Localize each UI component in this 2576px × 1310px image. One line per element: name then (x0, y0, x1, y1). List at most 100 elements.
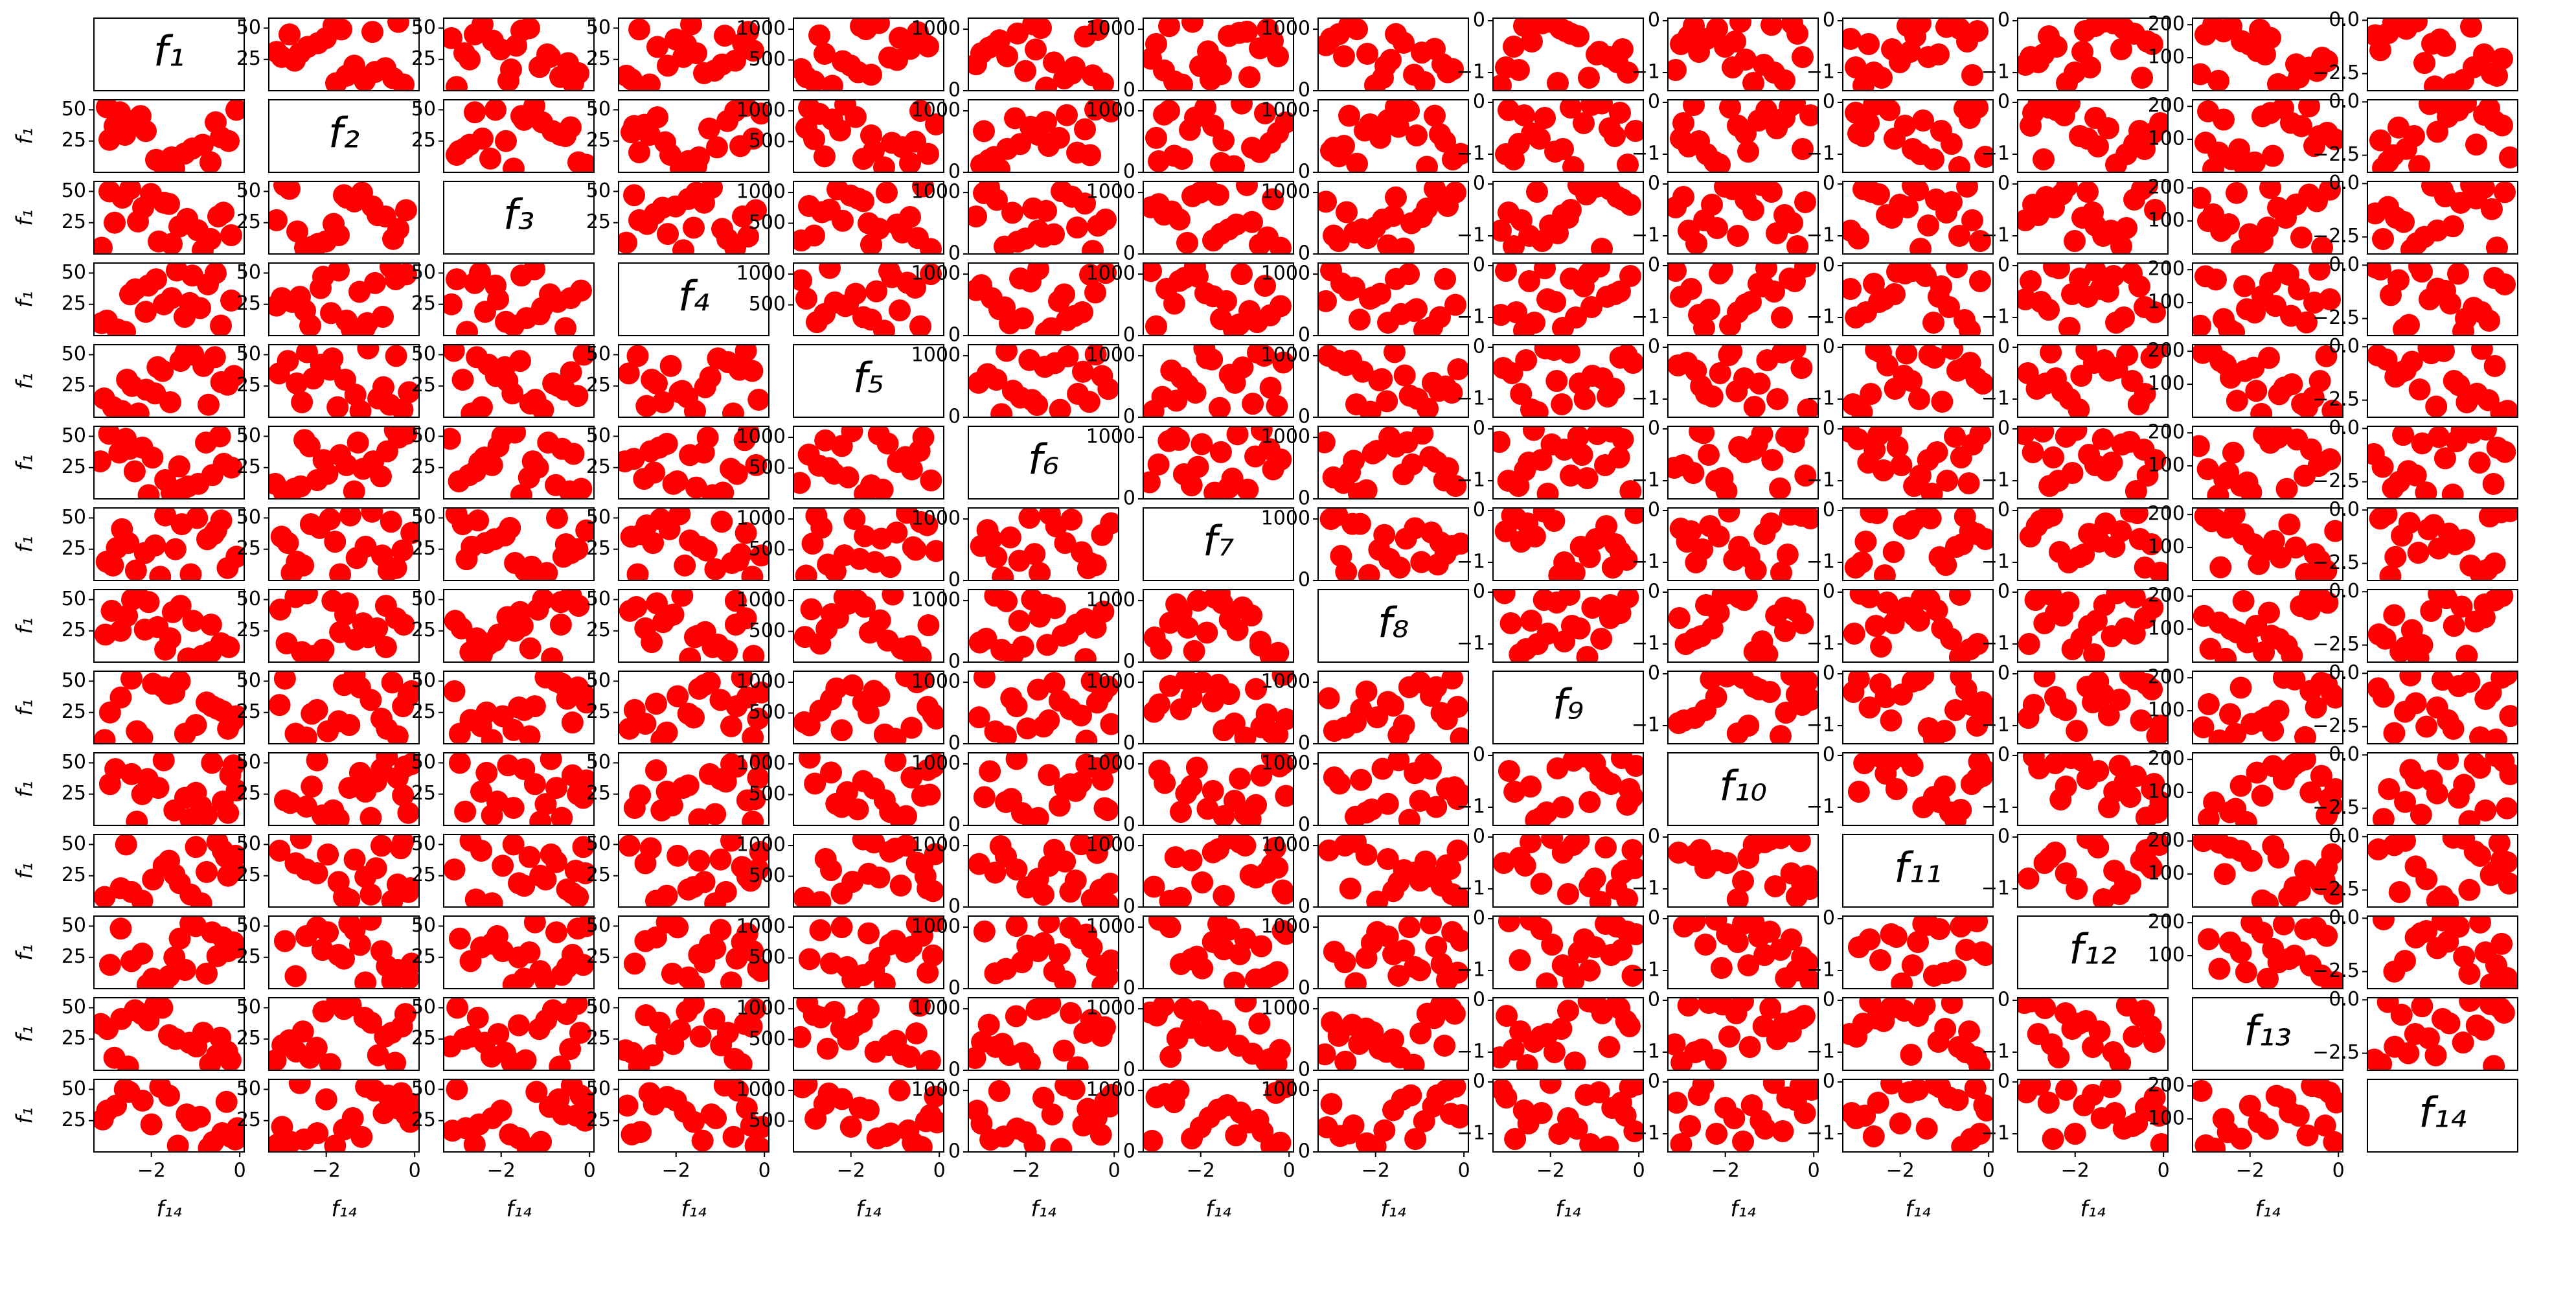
point (444, 858, 466, 881)
point (1164, 846, 1187, 869)
points (1323, 753, 1468, 825)
y-tick-label: 1000 (736, 834, 786, 856)
cell-frame (2367, 507, 2518, 581)
point (1946, 360, 1968, 382)
point (1439, 858, 1461, 880)
y-tick-label: 50 (586, 506, 611, 529)
point (692, 441, 715, 464)
point (1159, 890, 1181, 907)
point (639, 837, 662, 860)
point (2486, 436, 2509, 459)
point (1948, 156, 1970, 172)
points (1143, 18, 1289, 91)
point (2434, 279, 2456, 302)
point (2452, 1031, 2474, 1054)
cell: −10 (1632, 336, 1819, 418)
y-tick-label: 1000 (736, 589, 786, 612)
points (2018, 590, 2164, 662)
point (1578, 67, 1600, 89)
point (2193, 187, 2211, 209)
point (2459, 998, 2481, 1012)
y-tick-label: 0 (948, 79, 961, 102)
point (2232, 523, 2255, 546)
point (508, 1014, 530, 1037)
point (1557, 883, 1579, 905)
point (325, 72, 347, 91)
point (1917, 449, 1939, 471)
point (1615, 549, 1638, 571)
y-tick-label: 0.0 (2329, 253, 2360, 276)
points (1843, 590, 1989, 662)
point (1148, 916, 1170, 931)
point (487, 1023, 510, 1045)
point (1330, 545, 1352, 568)
point (147, 777, 170, 799)
point (519, 637, 541, 660)
point (2486, 236, 2508, 254)
cell-frame (2017, 589, 2169, 663)
point (1152, 998, 1175, 1017)
cell-frame (2017, 752, 2169, 826)
points (1843, 181, 1991, 254)
point (1275, 111, 1294, 134)
point (1958, 1020, 1981, 1042)
point (628, 18, 650, 41)
point (1355, 844, 1378, 866)
point (1956, 181, 1978, 198)
point (1236, 181, 1258, 196)
point (1318, 431, 1336, 454)
points (94, 834, 244, 907)
point (1032, 225, 1054, 248)
cell-frame (443, 834, 595, 908)
point (1688, 130, 1710, 152)
y-tick-label: 50 (236, 179, 261, 202)
point (2452, 69, 2474, 91)
points (1670, 100, 1818, 172)
point (679, 529, 701, 552)
points (2367, 998, 2515, 1070)
y-tick-label: 50 (236, 669, 261, 692)
point (1005, 753, 1028, 770)
point (343, 480, 365, 499)
point (1021, 389, 1043, 411)
point (658, 604, 681, 627)
point (731, 931, 753, 954)
point (2240, 849, 2263, 872)
point (873, 789, 896, 812)
point (701, 484, 724, 499)
point (1690, 625, 1713, 647)
y-tick-label: −1 (1981, 387, 2010, 410)
point (635, 1004, 657, 1027)
points (2019, 508, 2168, 580)
point (2486, 64, 2508, 87)
point (1737, 847, 1760, 869)
point (2383, 722, 2406, 744)
point (1872, 459, 1895, 481)
point (683, 216, 705, 239)
cell-frame (443, 344, 595, 418)
cell-frame (618, 181, 769, 255)
point (444, 428, 461, 450)
point (1534, 263, 1556, 279)
cell-frame (968, 589, 1119, 663)
point (96, 100, 118, 119)
point (1738, 1036, 1761, 1058)
cell: −10 (1807, 172, 1994, 255)
cell: −10 (1457, 254, 1644, 336)
point (1541, 834, 1564, 849)
point (2029, 510, 2052, 532)
point (217, 801, 240, 824)
y-tick-label: 0 (1823, 417, 1835, 440)
point (2478, 309, 2500, 332)
points (619, 18, 764, 91)
point (724, 614, 747, 636)
point (992, 566, 1014, 580)
y-tick-label: 1000 (1086, 671, 1135, 693)
point (120, 950, 142, 972)
cell: −10 (1457, 825, 1644, 908)
